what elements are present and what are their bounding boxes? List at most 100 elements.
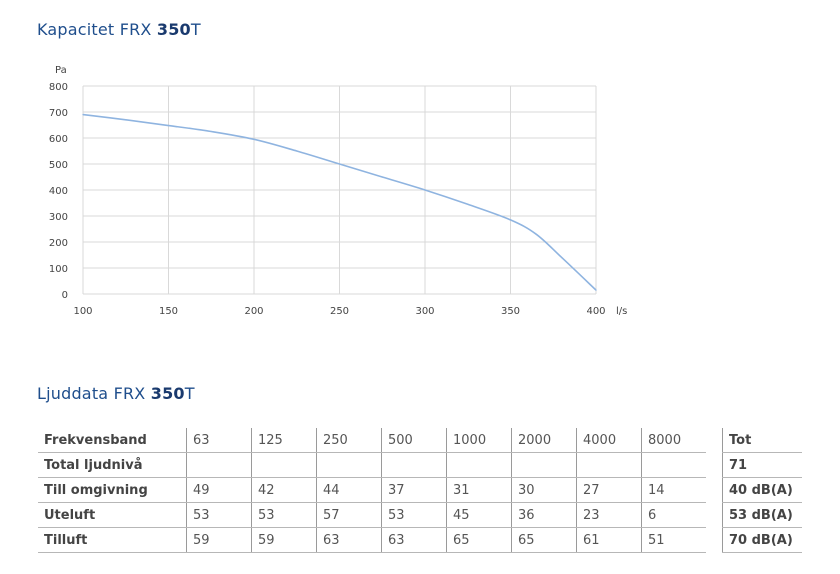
table-cell: 125	[251, 428, 317, 453]
table-cell: 53	[251, 502, 317, 528]
y-tick-label: 600	[49, 134, 68, 145]
table-cell	[186, 452, 252, 478]
table-cell	[316, 452, 382, 478]
x-tick-label: 150	[159, 306, 178, 317]
table-row: 40 dB(A)	[722, 477, 802, 503]
series-point	[125, 119, 127, 121]
series-line-0	[82, 113, 597, 291]
table-cell: 49	[186, 477, 252, 503]
total-cell: 53 dB(A)	[722, 502, 802, 528]
capacity-heading: Kapacitet FRX 350T	[37, 20, 201, 39]
chart-ticks: 0 100 200 300 400 500 600 700 800 100 150 200 250 300…	[49, 82, 606, 317]
table-cell	[251, 452, 317, 478]
x-tick-label: 300	[415, 306, 434, 317]
table-row: Total ljudnivå	[38, 452, 706, 478]
capacity-heading-model: 350	[156, 20, 191, 39]
table-cell: 31	[446, 477, 512, 503]
row-label: Till omgivning	[38, 477, 187, 503]
y-tick-label: 300	[49, 212, 68, 223]
table-cell	[381, 452, 447, 478]
y-tick-label: 800	[49, 82, 68, 93]
series-point	[595, 289, 597, 291]
table-cell: 1000	[446, 428, 512, 453]
table-cell: 8000	[641, 428, 706, 453]
total-cell: 40 dB(A)	[722, 477, 802, 503]
y-tick-label: 700	[49, 108, 68, 119]
table-cell: 42	[251, 477, 317, 503]
y-tick-label: 200	[49, 238, 68, 249]
table-row: Uteluft 53 53 57 53 45 36 23 6	[38, 502, 706, 528]
table-cell: 53	[186, 502, 252, 528]
series-point	[381, 176, 383, 178]
table-cell: 65	[446, 527, 512, 553]
table-cell: 63	[381, 527, 447, 553]
chart-grid	[82, 85, 597, 295]
series-point	[338, 163, 341, 165]
table-cell: 44	[316, 477, 382, 503]
table-cell: 6	[641, 502, 706, 528]
x-tick-label: 100	[73, 306, 92, 317]
x-tick-label: 350	[501, 306, 520, 317]
table-row: Tot	[722, 428, 802, 453]
table-cell	[511, 452, 577, 478]
table-cell: 23	[576, 502, 642, 528]
y-axis-label: Pa	[55, 65, 67, 76]
table-cell: 45	[446, 502, 512, 528]
table-cell: 27	[576, 477, 642, 503]
table-cell: 36	[511, 502, 577, 528]
y-tick-label: 100	[49, 264, 68, 275]
row-label: Frekvensband	[38, 428, 187, 453]
total-cell: Tot	[722, 428, 802, 453]
series-point	[535, 233, 537, 235]
row-label: Uteluft	[38, 502, 187, 528]
capacity-heading-suffix: T	[190, 20, 201, 39]
table-cell: 59	[251, 527, 317, 553]
row-label: Tilluft	[38, 527, 187, 553]
table-cell: 250	[316, 428, 382, 453]
table-cell: 4000	[576, 428, 642, 453]
table-row: Till omgivning 49 42 44 37 31 30 27 14	[38, 477, 706, 503]
table-cell: 51	[641, 527, 706, 553]
series-point	[424, 189, 426, 191]
table-cell: 59	[186, 527, 252, 553]
x-tick-label: 400	[586, 306, 605, 317]
x-tick-label: 200	[244, 306, 263, 317]
table-row: Frekvensband 63 125 250 500 1000 2000 4000 8000	[38, 428, 706, 453]
table-row: 53 dB(A)	[722, 502, 802, 528]
table-cell: 61	[576, 527, 642, 553]
table-cell	[576, 452, 642, 478]
table-cell	[641, 452, 706, 478]
table-cell: 37	[381, 477, 447, 503]
capacity-heading-prefix: Kapacitet FRX	[37, 20, 157, 39]
table-row: 70 dB(A)	[722, 527, 802, 553]
series-point	[210, 130, 212, 133]
table-row: Tilluft 59 59 63 63 65 65 61 51	[38, 527, 706, 553]
sound-heading: Ljuddata FRX 350T	[37, 384, 195, 403]
x-tick-label: 250	[330, 306, 349, 317]
series-point	[296, 150, 298, 152]
x-axis-label: l/s	[616, 306, 627, 317]
sound-total-table: Tot 71 40 dB(A) 53 dB(A) 70 dB(A)	[722, 428, 802, 553]
sound-heading-model: 350	[150, 384, 185, 403]
table-cell	[446, 452, 512, 478]
series-point	[167, 124, 170, 127]
y-tick-label: 400	[49, 186, 68, 197]
table-cell: 14	[641, 477, 706, 503]
row-label: Total ljudnivå	[38, 452, 187, 478]
table-cell: 57	[316, 502, 382, 528]
sound-heading-suffix: T	[184, 384, 195, 403]
table-cell: 30	[511, 477, 577, 503]
table-cell: 65	[511, 527, 577, 553]
table-cell: 53	[381, 502, 447, 528]
table-cell: 2000	[511, 428, 577, 453]
table-cell: 500	[381, 428, 447, 453]
y-tick-label: 500	[49, 160, 68, 171]
total-cell: 71	[722, 452, 802, 478]
total-cell: 70 dB(A)	[722, 527, 802, 553]
series-point	[467, 203, 469, 205]
sound-heading-prefix: Ljuddata FRX	[37, 384, 151, 403]
series-point	[561, 257, 563, 259]
table-row: 71	[722, 452, 802, 478]
series-point	[82, 114, 84, 116]
y-tick-label: 0	[62, 290, 68, 301]
